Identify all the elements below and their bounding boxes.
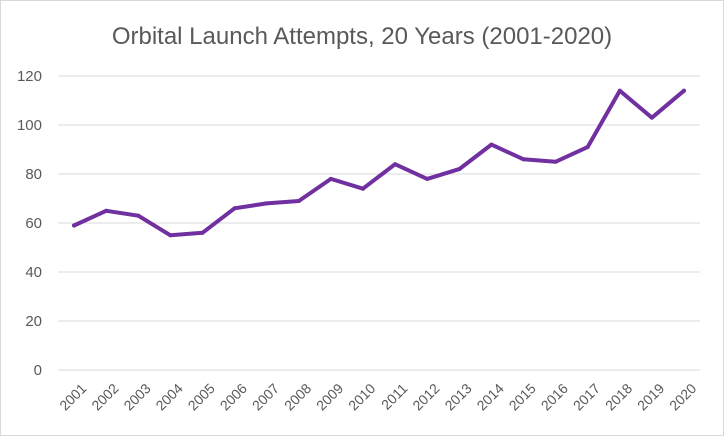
x-tick-label: 2020: [666, 380, 699, 413]
data-point: [617, 88, 622, 93]
x-tick-label: 2014: [473, 380, 506, 413]
x-tick-label: 2003: [120, 380, 153, 413]
data-point: [521, 157, 526, 162]
x-tick-label: 2019: [634, 380, 667, 413]
data-point: [425, 176, 430, 181]
x-tick-label: 2010: [345, 380, 378, 413]
x-tick-label: 2013: [441, 380, 474, 413]
x-tick-label: 2006: [217, 380, 250, 413]
data-point: [328, 176, 333, 181]
x-tick-label: 2001: [56, 380, 89, 413]
data-point: [200, 230, 205, 235]
y-tick-label: 0: [34, 362, 42, 379]
data-point: [360, 186, 365, 191]
data-point: [264, 201, 269, 206]
x-tick-label: 2002: [88, 380, 121, 413]
data-point: [457, 167, 462, 172]
data-point: [232, 206, 237, 211]
x-tick-label: 2004: [152, 380, 185, 413]
data-point: [72, 223, 77, 228]
series-layer: [72, 88, 686, 238]
x-tick-label: 2005: [185, 380, 218, 413]
data-point: [649, 115, 654, 120]
data-point: [681, 88, 686, 93]
x-tick-label: 2017: [570, 380, 603, 413]
y-tick-label: 100: [17, 117, 42, 134]
data-point: [168, 233, 173, 238]
data-point: [489, 142, 494, 147]
data-point: [393, 162, 398, 167]
data-point: [136, 213, 141, 218]
x-axis-ticks: 2001200220032004200520062007200820092010…: [56, 380, 699, 413]
x-tick-label: 2015: [506, 380, 539, 413]
x-tick-label: 2007: [249, 380, 282, 413]
y-tick-label: 20: [25, 313, 42, 330]
x-tick-label: 2012: [409, 380, 442, 413]
y-axis-ticks: 0 20 40 60 80 100 120: [17, 68, 42, 379]
data-point: [296, 198, 301, 203]
series-line: [72, 88, 686, 238]
y-tick-label: 120: [17, 68, 42, 85]
data-point: [104, 208, 109, 213]
x-tick-label: 2009: [313, 380, 346, 413]
x-tick-label: 2011: [378, 380, 411, 413]
chart-title: Orbital Launch Attempts, 20 Years (2001-…: [112, 23, 612, 50]
y-tick-label: 60: [25, 215, 42, 232]
x-tick-label: 2008: [281, 380, 314, 413]
x-tick-label: 2016: [538, 380, 571, 413]
x-tick-label: 2018: [602, 380, 635, 413]
y-tick-label: 80: [25, 166, 42, 183]
data-point: [585, 145, 590, 150]
y-tick-label: 40: [25, 264, 42, 281]
data-point: [553, 159, 558, 164]
